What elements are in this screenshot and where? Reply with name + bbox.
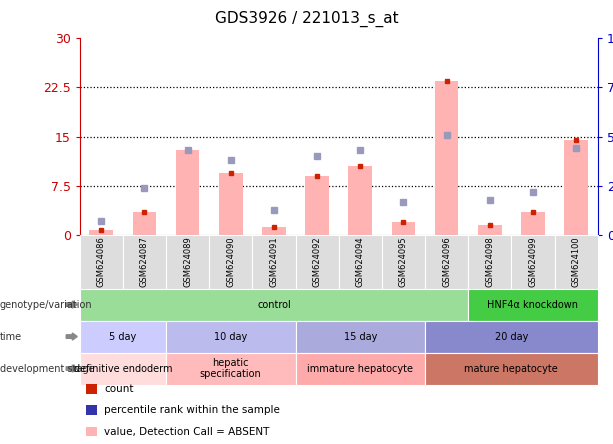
- Text: hepatic
specification: hepatic specification: [200, 358, 262, 379]
- Text: immature hepatocyte: immature hepatocyte: [307, 364, 413, 373]
- Text: 20 day: 20 day: [495, 332, 528, 341]
- Bar: [521, 212, 545, 235]
- Text: GSM624096: GSM624096: [442, 237, 451, 287]
- Text: GSM624092: GSM624092: [313, 237, 322, 287]
- Text: GSM624095: GSM624095: [399, 237, 408, 287]
- Bar: [132, 212, 156, 235]
- Text: GSM624094: GSM624094: [356, 237, 365, 287]
- Bar: [262, 227, 286, 235]
- Bar: [478, 226, 501, 235]
- Bar: [348, 166, 372, 235]
- Bar: [305, 176, 329, 235]
- Bar: [89, 230, 113, 235]
- Text: value, Detection Call = ABSENT: value, Detection Call = ABSENT: [104, 427, 270, 436]
- Text: control: control: [257, 300, 291, 309]
- Text: GSM624089: GSM624089: [183, 237, 192, 287]
- Text: 10 day: 10 day: [214, 332, 248, 341]
- Text: time: time: [0, 332, 22, 341]
- Text: GSM624087: GSM624087: [140, 237, 149, 287]
- Text: GSM624086: GSM624086: [97, 237, 106, 287]
- Text: GSM624099: GSM624099: [528, 237, 538, 287]
- Text: mature hepatocyte: mature hepatocyte: [465, 364, 558, 373]
- Bar: [392, 222, 415, 235]
- Text: GSM624090: GSM624090: [226, 237, 235, 287]
- Text: GSM624098: GSM624098: [485, 237, 494, 287]
- Text: genotype/variation: genotype/variation: [0, 300, 93, 309]
- Text: GDS3926 / 221013_s_at: GDS3926 / 221013_s_at: [215, 11, 398, 27]
- Text: GSM624091: GSM624091: [270, 237, 278, 287]
- Bar: [564, 140, 588, 235]
- Text: GSM624100: GSM624100: [571, 237, 581, 287]
- Bar: [176, 150, 199, 235]
- Bar: [435, 80, 459, 235]
- Text: HNF4α knockdown: HNF4α knockdown: [487, 300, 579, 309]
- Text: count: count: [104, 384, 134, 394]
- Text: 5 day: 5 day: [109, 332, 137, 341]
- Text: percentile rank within the sample: percentile rank within the sample: [104, 405, 280, 415]
- Text: 15 day: 15 day: [343, 332, 377, 341]
- Text: development stage: development stage: [0, 364, 94, 373]
- Bar: [219, 173, 243, 235]
- Text: definitive endoderm: definitive endoderm: [74, 364, 172, 373]
